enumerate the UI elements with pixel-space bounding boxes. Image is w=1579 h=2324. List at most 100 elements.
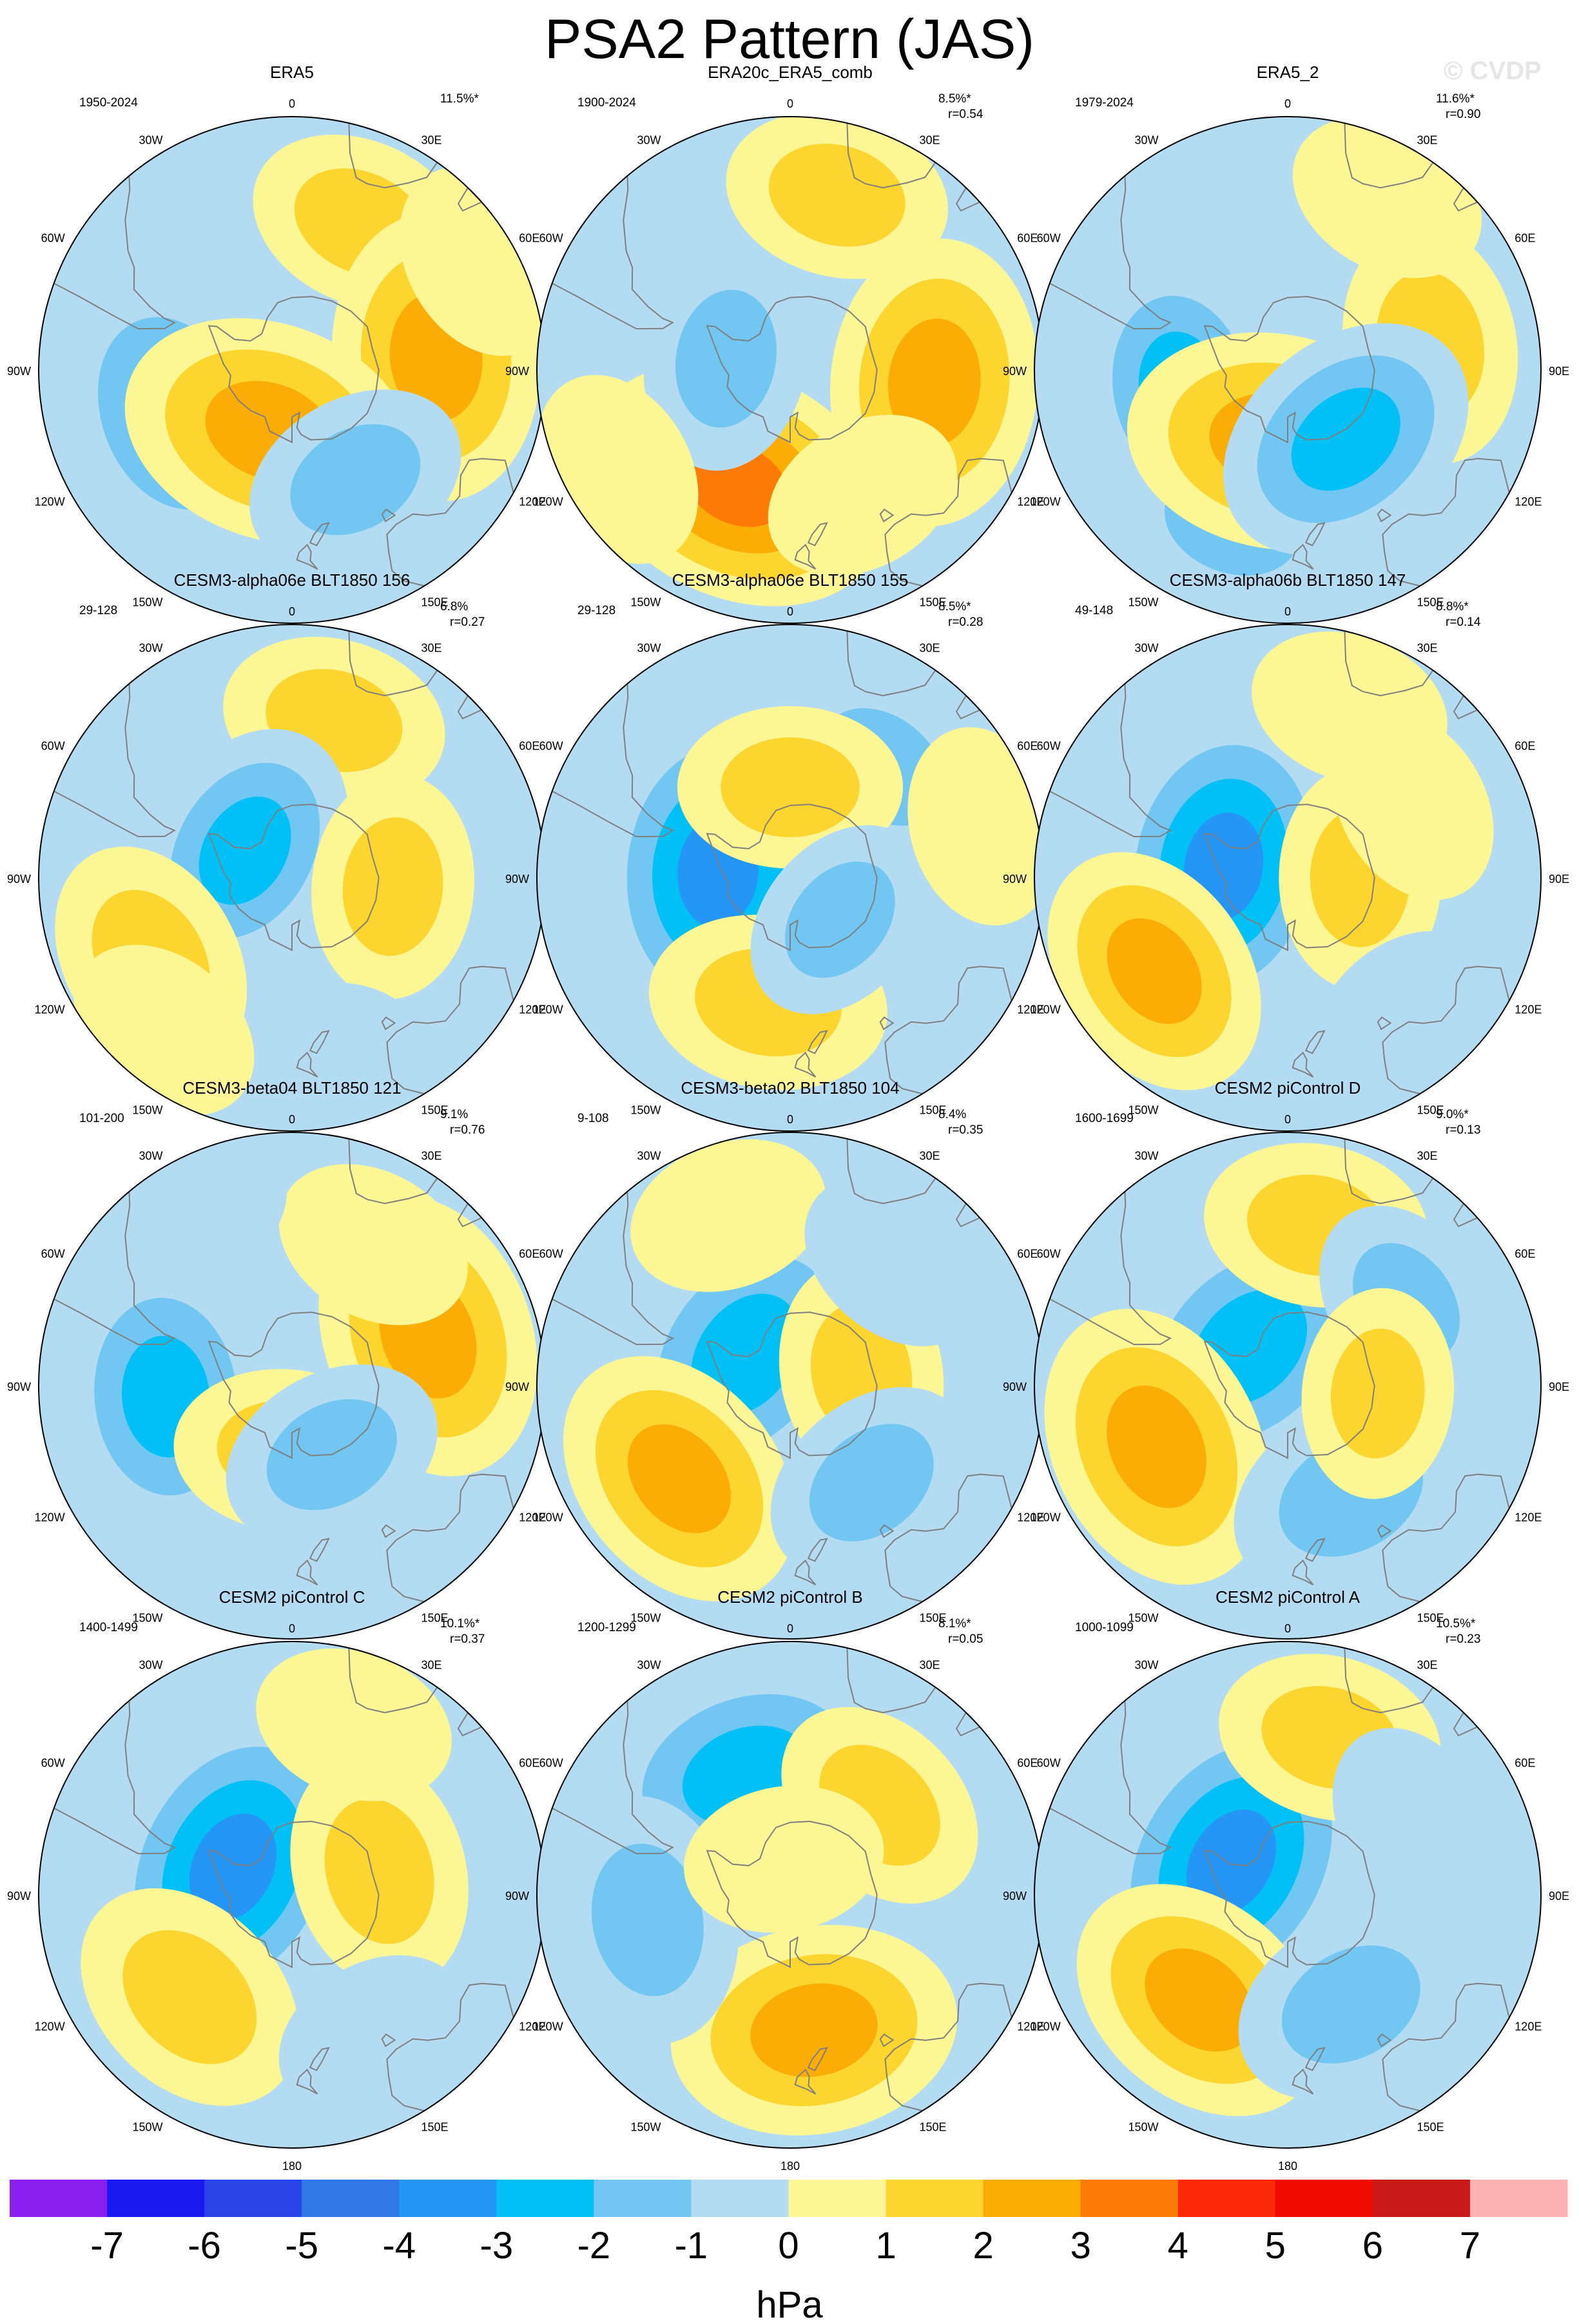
lon-label: 120E [1017, 2020, 1044, 2033]
panel-correlation: r=0.05 [948, 1632, 983, 1646]
coastline [1382, 965, 1510, 1095]
lon-label: 0 [787, 605, 793, 618]
panel-years: 1979-2024 [1075, 96, 1134, 110]
coastline [884, 965, 1012, 1095]
colorbar-tick-label: -5 [285, 2225, 318, 2267]
lon-label: 120W [533, 2020, 563, 2033]
lon-label: 60W [1037, 1757, 1061, 1770]
contour-level [1281, 1945, 1420, 2064]
coastline [879, 508, 895, 523]
lon-label: 60W [41, 1248, 65, 1261]
lon-label: 120E [519, 1003, 546, 1016]
lon-label: 60W [41, 1757, 65, 1770]
panel-years: 1900-2024 [577, 96, 636, 110]
lon-label: 150E [920, 1611, 947, 1624]
panel-variance: 9.0%* [1436, 1108, 1469, 1121]
colorbar-tick-label: -1 [675, 2225, 708, 2267]
lon-label: 60E [519, 1248, 539, 1261]
map-panel: 030E60E90E120E150E180150W120W90W60W30WER… [505, 63, 1072, 648]
anomaly-field [537, 1641, 1043, 2148]
contour-level [768, 144, 906, 247]
colorbar-swatch [1177, 2180, 1276, 2217]
lon-label: 30E [1417, 1659, 1438, 1672]
lon-label: 0 [787, 1113, 793, 1126]
contour-level [1186, 1809, 1277, 1915]
lon-label: 60E [519, 232, 539, 245]
coastline [296, 1559, 318, 1585]
anomaly-field [537, 625, 1043, 1131]
anomaly-field [39, 117, 545, 623]
map-panel: 030E60E90E120E150E180150W120W90W60W30WER… [1003, 63, 1569, 648]
coastline [53, 1700, 177, 1855]
lon-label: 60E [1515, 740, 1535, 753]
panel-title: CESM2 piControl C [219, 1587, 365, 1607]
coastline [1304, 522, 1326, 547]
colorbar-tick-label: 3 [1070, 2225, 1091, 2267]
coastline [846, 1139, 936, 1205]
coastline [53, 175, 177, 330]
anomaly-field [39, 1132, 545, 1639]
lon-label: 150E [421, 1611, 449, 1624]
anomaly-field [1034, 117, 1541, 623]
panel-correlation: r=0.35 [948, 1123, 983, 1137]
panel-variance: 11.5%* [440, 92, 479, 106]
coastline [348, 123, 438, 189]
lon-label: 60E [519, 740, 539, 753]
lon-label: 120W [1031, 2020, 1061, 2033]
coastline [208, 296, 380, 443]
coastline [706, 804, 878, 951]
colorbar-swatch [496, 2180, 594, 2217]
contour-level [684, 1785, 884, 1933]
map-outline [1034, 1641, 1542, 2149]
contour-level [1332, 1728, 1494, 1917]
lon-label: 90W [1003, 1890, 1027, 1903]
lon-label: 0 [1284, 1622, 1291, 1635]
panel-title: CESM3-alpha06e BLT1850 155 [672, 570, 909, 590]
lon-label: 150W [630, 596, 661, 608]
contour-level [122, 1930, 257, 2064]
lon-label: 150W [132, 2120, 162, 2133]
coastline [706, 1821, 878, 1968]
lon-label: 0 [289, 97, 295, 110]
map-panel: 030E60E90E120E150E180150W120W90W60W30WCE… [505, 570, 1072, 1156]
coastlines [552, 631, 1012, 1095]
coastlines [552, 1648, 1012, 2112]
contour-level [290, 424, 421, 536]
panel-years: 1400-1499 [79, 1621, 138, 1634]
coastline [348, 631, 438, 697]
contour-level [804, 1176, 985, 1346]
coastline [296, 1051, 318, 1078]
anomaly-field [537, 117, 1043, 623]
lon-label: 120E [1017, 1003, 1044, 1016]
coastline [794, 1051, 817, 1078]
lon-label: 60E [1017, 740, 1038, 753]
lon-label: 60E [1017, 232, 1038, 245]
lon-label: 60W [41, 740, 65, 753]
coastline [386, 1982, 514, 2112]
coastline [1304, 1030, 1326, 1054]
coastline [1377, 2033, 1392, 2048]
lon-label: 30E [1417, 642, 1438, 655]
lon-label: 120E [519, 1511, 546, 1524]
lon-label: 30W [637, 134, 661, 147]
coastline [1377, 508, 1392, 523]
lon-label: 120E [1017, 496, 1044, 508]
contour-level [189, 1814, 277, 1921]
coastline [1203, 804, 1375, 951]
panel-title: CESM2 piControl A [1216, 1587, 1361, 1607]
lon-label: 30W [139, 1659, 162, 1672]
coastline [1292, 1559, 1314, 1585]
lon-label: 120E [1515, 2020, 1542, 2033]
colorbar-tick-label: -6 [188, 2225, 221, 2267]
panel-years: 9-108 [577, 1112, 609, 1125]
lon-label: 90W [7, 365, 31, 378]
panel-correlation: r=0.54 [948, 108, 983, 121]
lon-label: 60W [539, 232, 563, 245]
coastlines [53, 123, 514, 587]
coastline [1344, 1648, 1434, 1714]
coastline [53, 1191, 177, 1346]
colorbar-tick-label: 7 [1460, 2225, 1480, 2267]
contour-level [278, 1955, 468, 2116]
coastlines [1049, 123, 1510, 587]
